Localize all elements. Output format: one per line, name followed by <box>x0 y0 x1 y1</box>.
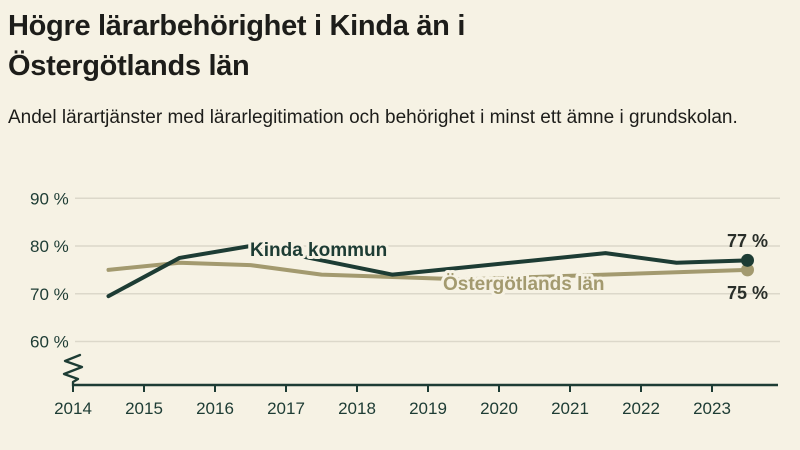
x-tick-label: 2023 <box>693 399 731 418</box>
ostergotlands-lan-line <box>106 260 750 282</box>
kinda-kommun-value-label: 77 % <box>727 231 768 251</box>
ostergotlands-lan-label: Östergötlands län <box>443 274 605 295</box>
chart-header: Högre lärarbehörighet i Kinda än i Öster… <box>0 0 800 132</box>
x-tick-label: 2014 <box>54 399 92 418</box>
ostergotlands-lan-endpoint-dot <box>741 263 754 277</box>
axis-break-icon <box>62 353 84 388</box>
kinda-kommun-endpoint-dot <box>741 253 754 267</box>
x-tick-label: 2019 <box>409 399 447 418</box>
y-tick-label: 60 % <box>30 333 69 352</box>
x-tick-label: 2016 <box>196 399 234 418</box>
x-tick-label: 2017 <box>267 399 305 418</box>
x-tick-label: 2020 <box>480 399 518 418</box>
page-title: Högre lärarbehörighet i Kinda än i Öster… <box>8 10 466 83</box>
ostergotlands-lan-value-label: 75 % <box>727 283 768 303</box>
y-tick-label: 70 % <box>30 285 69 304</box>
page-subtitle: Andel lärartjänster med lärarlegitimatio… <box>8 107 738 129</box>
y-tick-label: 80 % <box>30 237 69 256</box>
kinda-kommun-label: Kinda kommun <box>250 240 387 261</box>
y-tick-label: 90 % <box>30 189 69 208</box>
x-tick-label: 2015 <box>125 399 163 418</box>
x-tick-label: 2022 <box>622 399 660 418</box>
x-tick-label: 2021 <box>551 399 589 418</box>
kinda-kommun-line <box>106 244 750 299</box>
x-tick-label: 2018 <box>338 399 376 418</box>
